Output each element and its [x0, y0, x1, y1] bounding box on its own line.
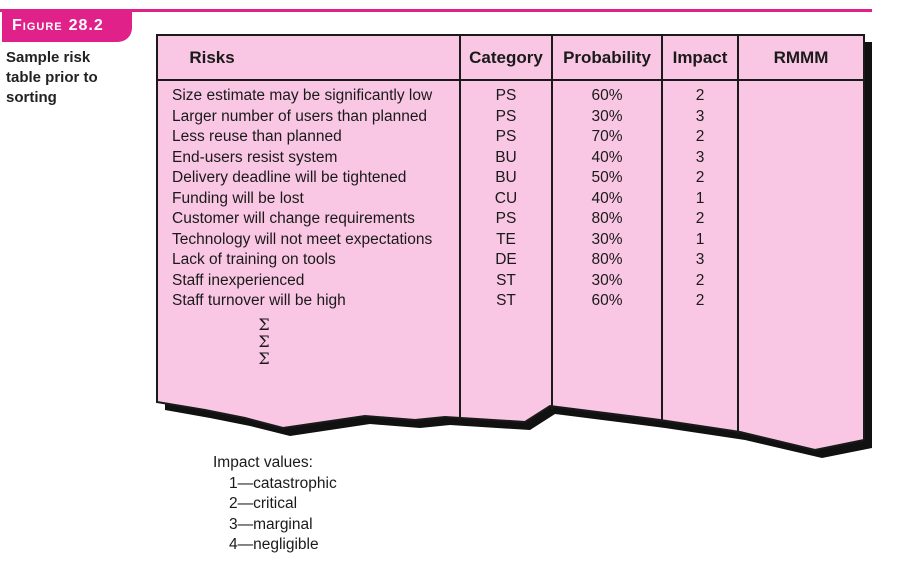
risk-cell: End-users resist system: [172, 148, 338, 166]
impact-cell: 2: [695, 169, 705, 186]
impact-cell: 2: [695, 271, 705, 289]
impact-cell: 2: [695, 128, 705, 145]
probability-column: 60% 30% 70% 40% 50% 40% 80% 30% 80% 30% …: [552, 86, 662, 312]
risk-cell: Larger number of users than planned: [172, 107, 428, 125]
impact-cell: 3: [695, 148, 705, 166]
legend-title: Impact values:: [213, 454, 313, 471]
probability-cell: 80%: [591, 210, 623, 227]
probability-cell: 40%: [591, 148, 623, 166]
risk-cell: Lack of training on tools: [172, 251, 336, 268]
figure-label: Figure: [12, 17, 63, 34]
risk-cell: Delivery deadline will be tightened: [172, 169, 407, 186]
probability-cell: 30%: [591, 271, 623, 289]
figure-badge: Figure 28.2: [2, 10, 132, 42]
probability-cell: 30%: [591, 107, 623, 125]
header-category: Category: [469, 48, 543, 67]
impact-cell: 2: [695, 210, 705, 227]
probability-cell: 50%: [591, 169, 623, 186]
probability-cell: 30%: [591, 230, 623, 248]
top-rule: [0, 9, 872, 12]
risk-cell: Technology will not meet expectations: [172, 230, 433, 248]
probability-cell: 80%: [591, 251, 623, 268]
impact-cell: 3: [695, 251, 705, 268]
impact-cell: 3: [695, 107, 705, 125]
probability-cell: 70%: [591, 128, 623, 145]
category-cell: PS: [495, 210, 517, 227]
impact-column: 2 3 2 3 2 1 2 1 3 2 2: [662, 86, 738, 312]
header-probability: Probability: [563, 48, 651, 67]
caption-line: table prior to: [6, 69, 98, 86]
continuation-sigma: Σ: [258, 332, 270, 351]
risk-cell: Size estimate may be significantly low: [172, 87, 433, 104]
risk-cell: Less reuse than planned: [172, 128, 342, 145]
category-column: PS PS PS BU BU CU PS TE DE ST ST: [460, 86, 552, 312]
continuation-sigma: Σ: [258, 315, 270, 334]
impact-cell: 2: [695, 292, 705, 309]
category-cell: BU: [495, 148, 517, 166]
risk-cell: Staff inexperienced: [172, 271, 305, 289]
impact-cell: 1: [695, 230, 705, 248]
legend-item: 1—catastrophic: [229, 474, 337, 492]
figure-number: 28.2: [68, 17, 104, 34]
caption-line: Sample risk: [6, 49, 91, 66]
risks-column: Size estimate may be significantly low L…: [172, 86, 432, 312]
risk-cell: Customer will change requirements: [172, 210, 415, 227]
header-risks: Risks: [189, 48, 235, 67]
impact-cell: 1: [695, 189, 705, 207]
category-cell: PS: [495, 128, 517, 145]
header-rmmm: RMMM: [773, 48, 829, 67]
legend-item: 4—negligible: [229, 536, 319, 553]
category-cell: CU: [494, 189, 518, 207]
risk-cell: Staff turnover will be high: [172, 292, 346, 309]
impact-legend: Impact values: 1—catastrophic 2—critical…: [213, 453, 337, 556]
category-cell: TE: [496, 230, 516, 248]
category-cell: DE: [495, 251, 517, 268]
impact-cell: 2: [695, 87, 705, 104]
continuation-sigma: Σ: [258, 349, 270, 368]
table-body: [156, 34, 865, 452]
category-cell: PS: [495, 107, 517, 125]
probability-cell: 40%: [591, 189, 623, 207]
probability-cell: 60%: [591, 292, 623, 309]
header-impact: Impact: [672, 48, 728, 67]
risk-cell: Funding will be lost: [172, 189, 304, 207]
category-cell: BU: [495, 169, 517, 186]
figure-caption: Sample risk table prior to sorting: [6, 48, 146, 108]
category-cell: ST: [496, 271, 516, 289]
category-cell: PS: [495, 87, 517, 104]
legend-item: 2—critical: [229, 495, 298, 512]
caption-line: sorting: [6, 89, 57, 106]
legend-item: 3—marginal: [229, 515, 313, 533]
probability-cell: 60%: [591, 87, 623, 104]
category-cell: ST: [496, 292, 516, 309]
